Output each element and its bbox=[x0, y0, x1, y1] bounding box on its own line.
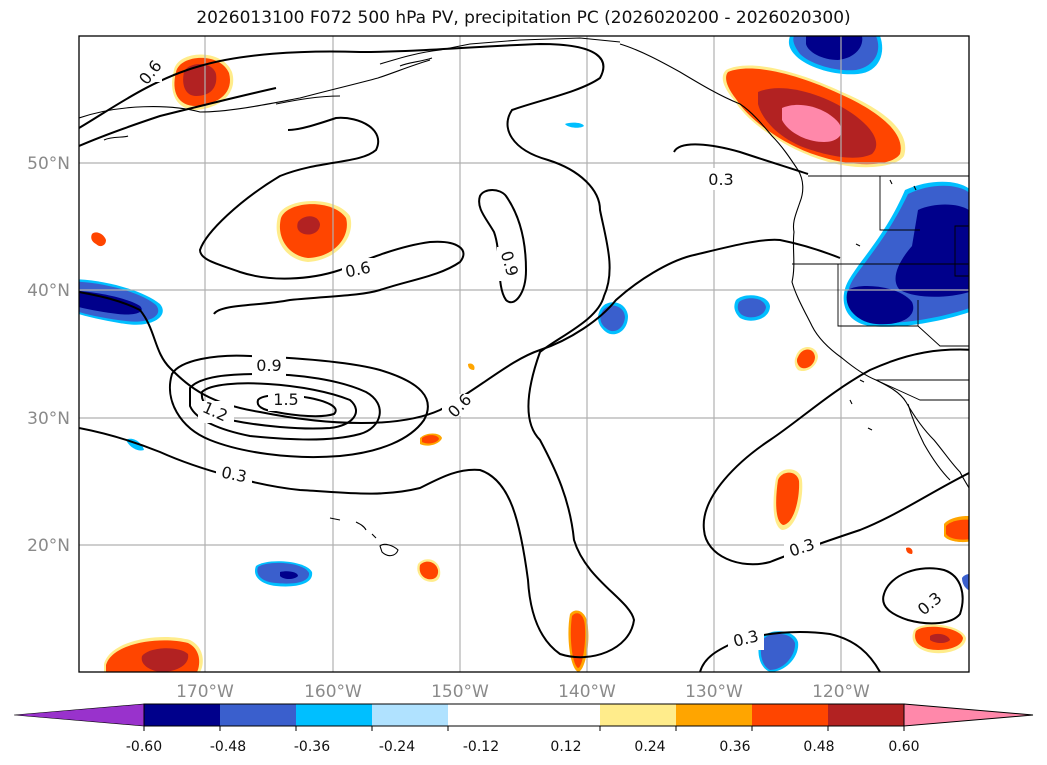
lat-label-50n: 50°N bbox=[27, 154, 70, 174]
precip-fill-blob-small-orange bbox=[420, 363, 913, 554]
map-title: 2026013100 F072 500 hPa PV, precipitatio… bbox=[196, 8, 851, 28]
colorbar-outline bbox=[143, 703, 905, 727]
colorbar-segment bbox=[144, 704, 220, 726]
contour-label: 0.9 bbox=[256, 356, 281, 375]
colorbar-tick-label: -0.24 bbox=[379, 739, 415, 755]
precip-fill-blob-small-west bbox=[91, 232, 106, 247]
precip-fill-blob-hawaii-south bbox=[254, 559, 441, 587]
precip-fill-blob-off-california bbox=[794, 347, 818, 372]
precip-fill-blob-southwest bbox=[104, 637, 203, 672]
map-area bbox=[79, 36, 969, 672]
borders bbox=[792, 175, 969, 401]
lon-label-150w: 150°W bbox=[431, 682, 489, 702]
colorbar-tick-label: 0.24 bbox=[634, 739, 665, 755]
colorbar-tick-label: 0.48 bbox=[803, 739, 834, 755]
colorbar-tick-label: -0.36 bbox=[294, 739, 330, 755]
contour-label: 0.3 bbox=[220, 463, 249, 487]
lon-label-140w: 140°W bbox=[558, 682, 616, 702]
lat-label-40n: 40°N bbox=[27, 281, 70, 301]
colorbar-tick-label: -0.60 bbox=[126, 739, 162, 755]
colorbar-tick-label: 0.60 bbox=[888, 739, 919, 755]
colorbar-segment bbox=[296, 704, 372, 726]
precip-fill-blob-off-oregon bbox=[734, 295, 770, 321]
colorbar-tick-label: -0.12 bbox=[463, 739, 499, 755]
lon-label-160w: 160°W bbox=[304, 682, 362, 702]
colorbar-segment bbox=[220, 704, 296, 726]
colorbar-segment bbox=[676, 704, 752, 726]
lat-axis-labels: 50°N 40°N 30°N 20°N bbox=[27, 154, 70, 556]
precip-fill-blob-bc-coast bbox=[722, 65, 906, 168]
colorbar bbox=[13, 703, 1034, 731]
colorbar-ticks: -0.60 -0.48 -0.36 -0.24 -0.12 0.12 0.24 … bbox=[126, 739, 920, 755]
colorbar-extend-max bbox=[903, 703, 1034, 727]
lat-label-20n: 20°N bbox=[27, 536, 70, 556]
map-frame bbox=[78, 35, 970, 673]
colorbar-tick-label: -0.48 bbox=[210, 739, 246, 755]
lon-label-170w: 170°W bbox=[176, 682, 234, 702]
contour-label: 0.6 bbox=[343, 258, 372, 282]
precip-fill-blob-south-mid bbox=[568, 469, 803, 672]
lon-label-130w: 130°W bbox=[685, 682, 743, 702]
colorbar-segment bbox=[752, 704, 828, 726]
colorbar-segment bbox=[448, 704, 600, 726]
colorbar-tick-label: 0.12 bbox=[550, 739, 581, 755]
colorbar-segment bbox=[372, 704, 448, 726]
coastlines bbox=[79, 37, 969, 557]
lat-label-30n: 30°N bbox=[27, 409, 70, 429]
colorbar-segment bbox=[600, 704, 676, 726]
pv-contours bbox=[79, 42, 969, 672]
lon-label-120w: 120°W bbox=[812, 682, 870, 702]
lon-axis-labels: 170°W 160°W 150°W 140°W 130°W 120°W bbox=[176, 682, 870, 702]
colorbar-tick-label: 0.36 bbox=[719, 739, 750, 755]
precip-fill-blob-bc-top bbox=[788, 36, 883, 75]
contour-label: 1.5 bbox=[273, 390, 298, 409]
colorbar-segment bbox=[828, 704, 904, 726]
colorbar-extend-min bbox=[13, 703, 145, 727]
precip-fill-blob-alaska-gulf bbox=[172, 54, 234, 110]
contour-label: 0.3 bbox=[708, 170, 733, 189]
